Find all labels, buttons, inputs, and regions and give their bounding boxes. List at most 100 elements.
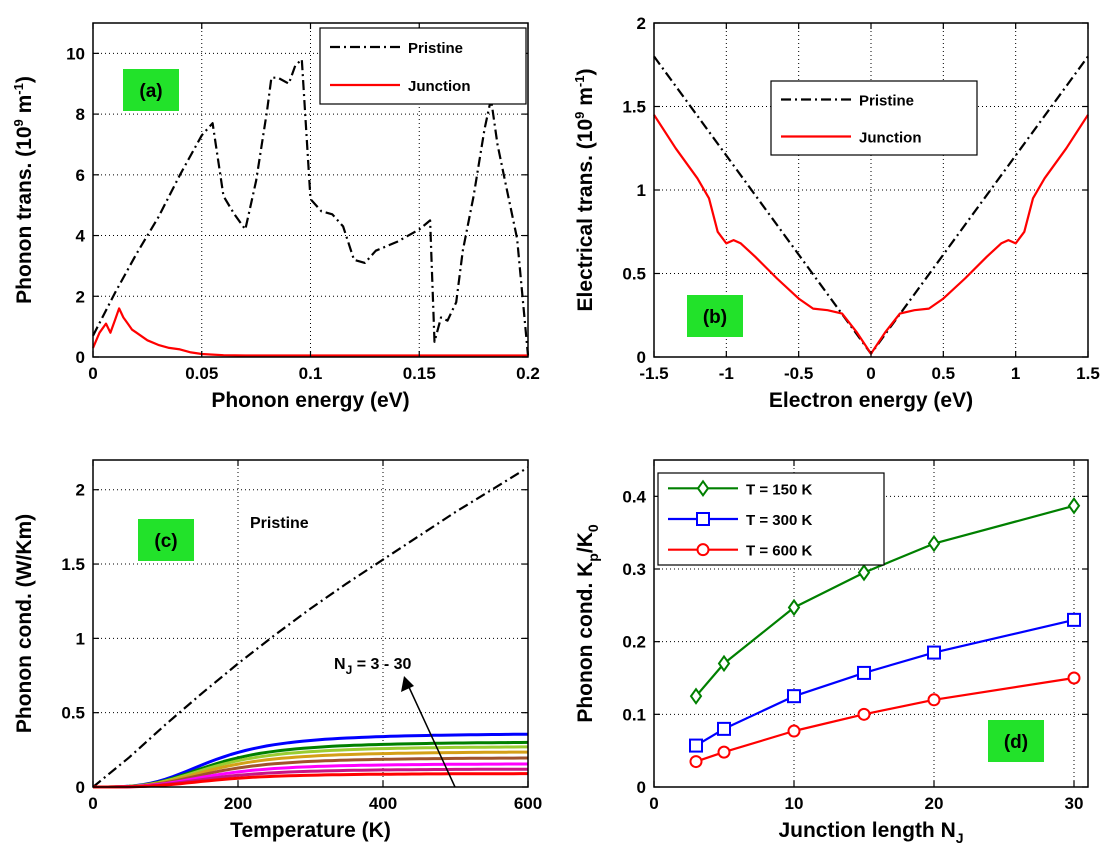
x-tick-label: 1 (1011, 364, 1020, 383)
legend-label: T = 300 K (746, 512, 812, 529)
x-tick-label: 10 (785, 794, 804, 813)
legend-box (319, 27, 527, 105)
legend-label: Junction (859, 130, 922, 147)
x-tick-label: 0 (866, 364, 875, 383)
data-point (857, 665, 871, 680)
legend: T = 150 K T = 300 K T = 600 K (657, 472, 885, 566)
data-point (717, 721, 731, 736)
y-tick-label: 8 (76, 105, 85, 124)
x-tick-label: 20 (925, 794, 944, 813)
x-axis-label: Phonon energy (eV) (211, 389, 409, 412)
y-axis-label: Electrical trans. (109 m-1) (572, 69, 597, 312)
y-tick-label: 6 (76, 166, 85, 185)
panel-label: (b) (687, 295, 743, 337)
data-point (1067, 497, 1081, 515)
series-line (91, 307, 528, 357)
y-tick-label: 0.5 (61, 704, 85, 723)
x-tick-label: 30 (1065, 794, 1084, 813)
x-tick-label: -1 (719, 364, 734, 383)
x-axis-label: Temperature (K) (230, 819, 391, 842)
legend-box (770, 80, 978, 156)
panel-d: 0 10 20 30 0 0.1 0.2 0.3 0.4 Junction length NJ Ph… (574, 459, 1089, 846)
series-line (93, 772, 528, 789)
legend-label: T = 600 K (746, 543, 812, 560)
legend-label: T = 150 K (746, 481, 812, 498)
nj-arrow-head (401, 676, 414, 692)
panel-a: 0 0.05 0.1 0.15 0.2 0 2 4 6 8 10 Phonon energy (eV)… (11, 22, 540, 412)
series-group (92, 466, 529, 789)
y-tick-label: 1 (637, 181, 646, 200)
x-tick-label: 0.1 (299, 364, 323, 383)
x-tick-label: -1.5 (639, 364, 668, 383)
grid (93, 23, 528, 357)
x-axis-label: Junction length NJ (778, 819, 963, 846)
axes-frame (653, 459, 1089, 788)
nj-arrow-line (407, 684, 456, 788)
data-point (717, 745, 731, 759)
panel-label-text: (a) (139, 81, 162, 102)
panel-label: (c) (138, 519, 194, 561)
y-axis-label: Phonon trans. (109 m-1) (11, 76, 36, 304)
series-group (689, 497, 1081, 769)
y-tick-label: 0.3 (622, 560, 646, 579)
data-point (689, 755, 703, 769)
y-tick-label: 2 (637, 14, 646, 33)
data-point (857, 563, 871, 582)
y-tick-label: 0.2 (622, 633, 646, 652)
nj-annotation: NJ = 3 - 30 (334, 656, 412, 677)
series-line (92, 58, 530, 356)
data-point (696, 512, 710, 526)
y-tick-label: 0 (76, 778, 85, 797)
axes-frame (92, 459, 529, 788)
data-point (696, 479, 710, 498)
y-tick-label: 0 (637, 348, 646, 367)
data-point (787, 724, 801, 738)
panel-b: -1.5 -1 -0.5 0 0.5 1 1.5 0 0.5 1 1.5 2 Electron ener… (572, 14, 1100, 412)
x-axis-label: Electron energy (eV) (769, 389, 973, 412)
data-point (689, 738, 703, 753)
series-line (695, 504, 1075, 697)
x-tick-label: 400 (369, 794, 397, 813)
data-point (927, 645, 941, 660)
data-point (1067, 612, 1081, 627)
legend-label: Pristine (859, 93, 914, 110)
y-tick-label: 0.1 (622, 705, 646, 724)
x-tick-label: 1.5 (1076, 364, 1100, 383)
x-tick-label: -0.5 (784, 364, 813, 383)
pristine-label: Pristine (250, 515, 309, 532)
y-tick-label: 4 (76, 227, 86, 246)
data-point (787, 689, 801, 704)
panel-label-text: (b) (703, 307, 727, 328)
panel-label-box (988, 720, 1044, 762)
data-point (689, 687, 703, 705)
data-point (927, 693, 941, 707)
y-tick-label: 1.5 (61, 555, 85, 574)
panel-label-box (687, 295, 743, 337)
grid (93, 460, 528, 787)
data-point (717, 654, 731, 673)
y-tick-label: 10 (66, 44, 85, 63)
panel-label: (a) (123, 69, 179, 111)
x-tick-label: 0 (88, 794, 97, 813)
plot-area (93, 460, 528, 787)
y-tick-label: 1 (76, 629, 85, 648)
x-tick-label: 0.5 (932, 364, 956, 383)
x-tick-label: 0 (649, 794, 658, 813)
data-point (1067, 671, 1081, 685)
x-tick-label: 0.05 (185, 364, 218, 383)
legend: Pristine Junction (770, 80, 978, 156)
panel-c: 0 200 400 600 0 0.5 1 1.5 2 Temperature (K) Phonon… (13, 459, 542, 842)
panel-label-box (138, 519, 194, 561)
panel-label-box (123, 69, 179, 111)
series-group (91, 58, 530, 357)
y-tick-label: 0 (637, 778, 646, 797)
x-tick-label: 200 (224, 794, 252, 813)
data-point (927, 534, 941, 553)
panel-label-text: (d) (1004, 732, 1028, 753)
y-tick-label: 0.5 (622, 265, 646, 284)
x-tick-label: 600 (514, 794, 542, 813)
x-tick-label: 0.2 (516, 364, 540, 383)
y-tick-label: 1.5 (622, 98, 646, 117)
panel-label: (d) (988, 720, 1044, 762)
